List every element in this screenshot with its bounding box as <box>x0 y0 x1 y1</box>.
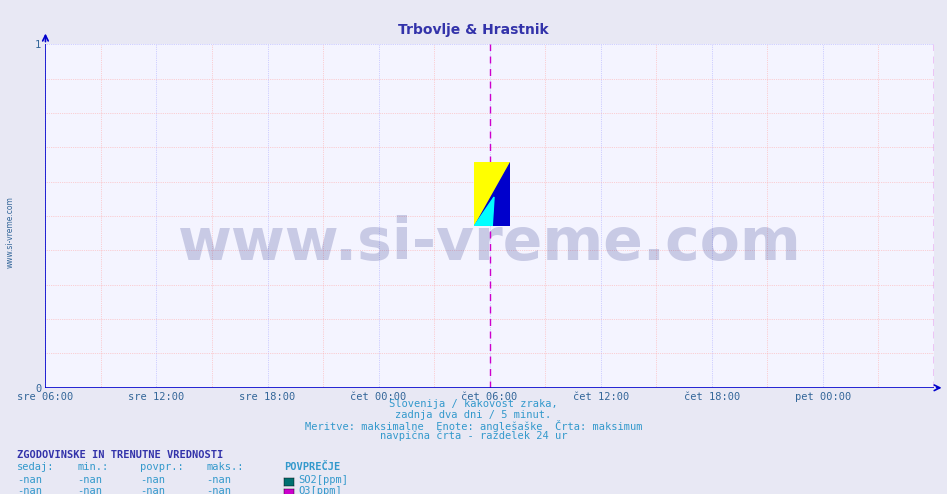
Text: -nan: -nan <box>140 486 165 494</box>
Text: min.:: min.: <box>78 462 109 472</box>
Text: -nan: -nan <box>78 486 102 494</box>
Text: -nan: -nan <box>206 475 231 485</box>
Text: navpična črta - razdelek 24 ur: navpična črta - razdelek 24 ur <box>380 430 567 441</box>
Text: -nan: -nan <box>17 486 42 494</box>
Text: Meritve: maksimalne  Enote: anglešaške  Črta: maksimum: Meritve: maksimalne Enote: anglešaške Čr… <box>305 420 642 432</box>
Text: sedaj:: sedaj: <box>17 462 55 472</box>
Text: SO2[ppm]: SO2[ppm] <box>298 475 348 485</box>
Text: ZGODOVINSKE IN TRENUTNE VREDNOSTI: ZGODOVINSKE IN TRENUTNE VREDNOSTI <box>17 450 223 459</box>
Text: -nan: -nan <box>78 475 102 485</box>
Text: O3[ppm]: O3[ppm] <box>298 486 342 494</box>
Text: Trbovlje & Hrastnik: Trbovlje & Hrastnik <box>398 23 549 37</box>
Text: -nan: -nan <box>140 475 165 485</box>
Text: -nan: -nan <box>206 486 231 494</box>
Text: -nan: -nan <box>17 475 42 485</box>
Text: maks.:: maks.: <box>206 462 244 472</box>
Polygon shape <box>474 162 510 226</box>
Text: www.si-vreme.com: www.si-vreme.com <box>6 196 15 268</box>
Polygon shape <box>474 162 510 226</box>
Polygon shape <box>474 197 494 226</box>
Text: POVPREČJE: POVPREČJE <box>284 462 340 472</box>
Text: Slovenija / kakovost zraka,: Slovenija / kakovost zraka, <box>389 399 558 409</box>
Text: zadnja dva dni / 5 minut.: zadnja dva dni / 5 minut. <box>396 410 551 419</box>
Text: povpr.:: povpr.: <box>140 462 184 472</box>
Text: www.si-vreme.com: www.si-vreme.com <box>178 215 801 272</box>
